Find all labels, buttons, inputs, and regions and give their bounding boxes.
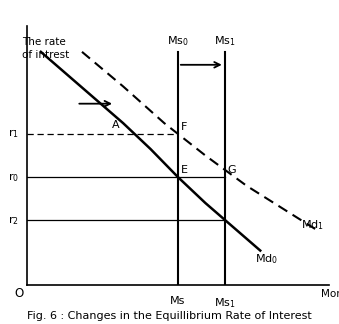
Text: Ms: Ms	[170, 296, 186, 306]
Text: The rate: The rate	[22, 37, 65, 47]
Text: Fig. 6 : Changes in the Equillibrium Rate of Interest: Fig. 6 : Changes in the Equillibrium Rat…	[27, 311, 312, 321]
Text: O: O	[14, 287, 23, 300]
Text: G: G	[227, 165, 236, 175]
Text: Ms$_1$: Ms$_1$	[214, 296, 236, 310]
Text: F: F	[181, 122, 187, 132]
Text: r$_0$: r$_0$	[8, 171, 19, 183]
Text: Md$_1$: Md$_1$	[301, 218, 324, 232]
Text: r$_1$: r$_1$	[8, 128, 19, 140]
Text: Money balances: Money balances	[321, 289, 339, 299]
Text: Ms$_1$: Ms$_1$	[214, 34, 236, 48]
Text: E: E	[181, 165, 188, 175]
Text: Ms$_0$: Ms$_0$	[167, 34, 189, 48]
Text: r$_2$: r$_2$	[8, 214, 19, 227]
Text: Md$_0$: Md$_0$	[255, 252, 278, 266]
Text: of intrest: of intrest	[22, 50, 69, 60]
Text: A: A	[112, 120, 120, 130]
